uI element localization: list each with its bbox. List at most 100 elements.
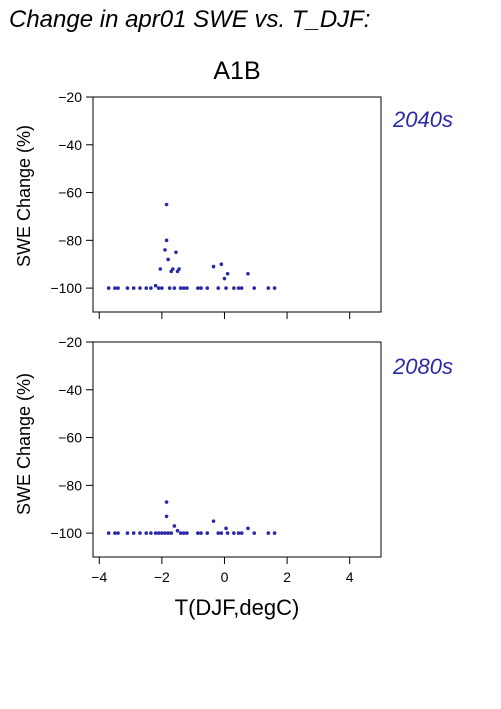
y-axis-label: SWE Change (%) bbox=[14, 125, 34, 267]
x-tick-label: −4 bbox=[91, 569, 107, 585]
scatter-point bbox=[164, 514, 169, 519]
y-tick-label: −20 bbox=[58, 89, 82, 105]
scatter-point bbox=[160, 286, 164, 290]
scatter-point bbox=[219, 531, 224, 535]
scatter-point bbox=[156, 286, 161, 290]
scatter-points bbox=[106, 500, 277, 535]
scatter-point bbox=[131, 531, 136, 535]
scatter-points bbox=[106, 202, 277, 290]
y-axis-label: SWE Change (%) bbox=[14, 373, 34, 515]
y-tick-label: −80 bbox=[58, 232, 82, 248]
scatter-point bbox=[138, 531, 142, 535]
scatter-point bbox=[199, 531, 203, 535]
scatter-point bbox=[144, 531, 149, 535]
scatter-point bbox=[171, 267, 175, 271]
period-label: 2040s bbox=[392, 107, 453, 132]
scatter-point bbox=[158, 267, 163, 271]
scatter-point bbox=[167, 286, 172, 290]
scatter-point bbox=[131, 286, 136, 290]
scatter-point bbox=[272, 531, 277, 535]
scatter-point bbox=[232, 286, 236, 290]
scatter-point bbox=[166, 257, 170, 262]
scatter-point bbox=[272, 286, 277, 290]
scatter-point bbox=[113, 286, 117, 290]
scatter-point bbox=[211, 264, 216, 269]
scatter-point bbox=[185, 531, 189, 535]
scatter-point bbox=[236, 286, 241, 290]
scatter-point bbox=[266, 286, 271, 290]
scatter-point bbox=[239, 286, 244, 290]
scatter-point bbox=[169, 531, 174, 535]
scatter-point bbox=[225, 531, 230, 535]
scatter-point bbox=[224, 526, 228, 531]
scatter-point bbox=[106, 531, 111, 535]
scatter-point bbox=[181, 531, 186, 535]
scatter-point bbox=[138, 286, 142, 290]
scatter-point bbox=[232, 531, 236, 535]
scatter-point bbox=[211, 519, 216, 523]
panel-2080s: −20−40−60−80−100 −4 −2 0 2 4 SWE Change (%) … bbox=[14, 334, 453, 620]
scatter-point bbox=[175, 528, 180, 533]
scatter-point bbox=[205, 531, 210, 535]
scatter-point bbox=[216, 531, 221, 535]
panel-title: A1B bbox=[213, 57, 260, 85]
y-tick-label: −60 bbox=[58, 185, 82, 201]
y-axis-ticks: −20 −40 −60 −80 −100 bbox=[50, 334, 93, 541]
scatter-point bbox=[106, 286, 111, 290]
x-axis-label: T(DJF,degC) bbox=[175, 595, 300, 620]
scatter-point bbox=[174, 250, 178, 255]
scatter-point bbox=[196, 286, 200, 290]
period-label: 2080s bbox=[392, 354, 453, 379]
scatter-point bbox=[224, 286, 228, 290]
y-tick-label: −40 bbox=[58, 382, 82, 398]
x-tick-label: 0 bbox=[221, 569, 229, 585]
scatter-point bbox=[163, 248, 167, 252]
scatter-point bbox=[216, 286, 221, 290]
scatter-point bbox=[116, 531, 120, 535]
scatter-point bbox=[266, 531, 271, 535]
y-tick-label: −60 bbox=[58, 430, 82, 446]
scatter-point bbox=[156, 531, 161, 535]
scatter-point bbox=[199, 286, 203, 290]
plot-frame bbox=[92, 341, 382, 558]
scatter-point bbox=[172, 524, 177, 528]
scatter-point bbox=[164, 500, 169, 504]
scatter-point bbox=[236, 531, 241, 535]
scatter-point bbox=[252, 286, 257, 290]
y-tick-label: −80 bbox=[58, 477, 82, 493]
scatter-point bbox=[178, 286, 183, 290]
scatter-point bbox=[166, 531, 170, 535]
scatter-point bbox=[205, 286, 210, 290]
scatter-point bbox=[225, 271, 230, 276]
scatter-point bbox=[185, 286, 189, 290]
y-tick-label: −100 bbox=[50, 525, 82, 541]
x-axis-ticks: −4 −2 0 2 4 bbox=[91, 557, 354, 585]
scatter-point bbox=[160, 531, 164, 535]
x-tick-label: 4 bbox=[346, 569, 354, 585]
panel-2040s: −20 −40 −60 −80 −100 SWE Change (%) 2040s bbox=[14, 89, 453, 319]
x-tick-label: 2 bbox=[283, 569, 291, 585]
plot-frame bbox=[92, 96, 382, 313]
scatter-point bbox=[239, 531, 244, 535]
y-tick-label: −100 bbox=[50, 280, 82, 296]
scatter-point bbox=[219, 262, 224, 267]
scatter-point bbox=[113, 531, 117, 535]
scatter-point bbox=[149, 286, 153, 290]
scatter-point bbox=[178, 531, 183, 535]
scatter-point bbox=[172, 286, 177, 290]
scatter-point bbox=[153, 283, 158, 288]
scatter-point bbox=[181, 286, 186, 290]
scatter-point bbox=[196, 531, 200, 535]
scatter-point bbox=[164, 202, 169, 207]
scatter-point bbox=[149, 531, 153, 535]
scatter-point bbox=[163, 531, 167, 535]
scatter-point bbox=[177, 267, 181, 271]
x-tick-label: −2 bbox=[154, 569, 170, 585]
y-axis-ticks: −20 −40 −60 −80 −100 bbox=[50, 89, 93, 296]
scatter-point bbox=[125, 286, 130, 290]
scatter-point bbox=[246, 526, 250, 531]
scatter-point bbox=[252, 531, 257, 535]
scatter-point bbox=[222, 276, 227, 281]
scatter-point bbox=[246, 271, 250, 276]
